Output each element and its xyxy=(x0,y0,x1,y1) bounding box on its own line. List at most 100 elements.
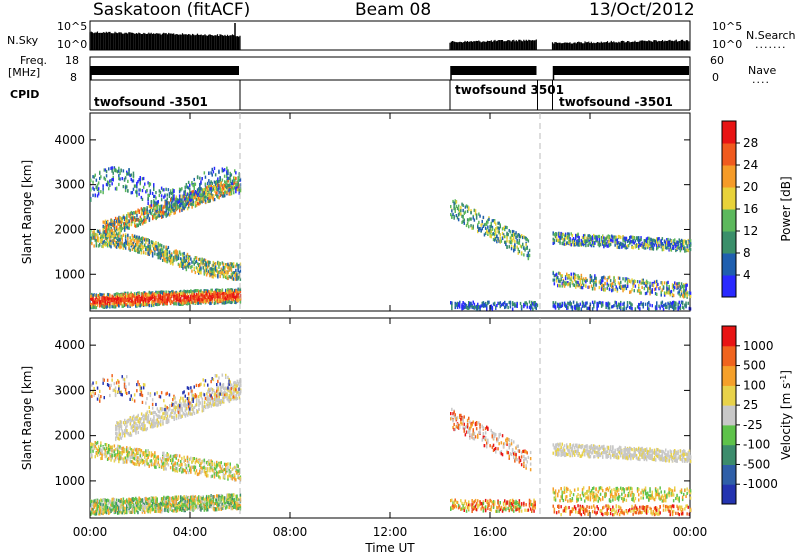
power-cell xyxy=(586,306,588,310)
power-cell xyxy=(577,305,579,309)
power-cell xyxy=(140,241,143,245)
power-cell xyxy=(120,299,122,303)
power-cell xyxy=(686,246,688,250)
power-cell xyxy=(671,305,674,309)
power-cell xyxy=(202,298,204,302)
power-cell xyxy=(149,182,152,186)
power-cell xyxy=(124,238,127,242)
power-cell xyxy=(658,287,660,291)
power-cell xyxy=(126,170,128,174)
power-cell xyxy=(679,249,682,253)
power-cell xyxy=(528,248,531,252)
power-cell xyxy=(214,180,217,184)
power-cell xyxy=(660,241,662,245)
power-cell xyxy=(155,292,157,296)
power-cell xyxy=(108,293,110,297)
power-cell xyxy=(114,244,117,249)
power-cell xyxy=(459,300,461,304)
power-cell xyxy=(208,299,210,303)
power-cell xyxy=(100,239,102,243)
power-cell xyxy=(228,300,230,304)
power-cell xyxy=(192,301,194,305)
power-cell xyxy=(569,284,571,288)
power-cell xyxy=(232,277,235,281)
power-cell xyxy=(129,248,131,252)
power-cell xyxy=(651,281,653,286)
power-cell xyxy=(96,301,99,305)
power-cell xyxy=(473,218,476,222)
power-cell xyxy=(201,195,203,199)
power-cell xyxy=(534,301,536,305)
power-cell xyxy=(155,209,157,213)
power-cell xyxy=(148,217,151,221)
power-cell xyxy=(118,169,120,173)
power-cell xyxy=(124,176,127,180)
power-cell xyxy=(220,298,222,302)
power-cell xyxy=(472,216,474,220)
power-cell xyxy=(123,228,126,232)
power-cell xyxy=(501,236,504,240)
power-cell xyxy=(164,203,166,207)
power-cell xyxy=(92,186,94,190)
power-cell xyxy=(223,301,226,305)
power-cell xyxy=(218,186,220,190)
power-cell xyxy=(220,271,222,275)
power-cell xyxy=(165,200,167,204)
power-cell xyxy=(180,289,182,294)
power-cell xyxy=(173,256,175,260)
power-cell xyxy=(685,288,687,292)
power-cell xyxy=(648,244,650,248)
power-cell xyxy=(228,268,230,272)
power-cell xyxy=(234,181,236,185)
power-cell xyxy=(228,185,230,189)
power-cell xyxy=(489,228,491,232)
power-cell xyxy=(596,237,598,241)
power-cell xyxy=(171,205,173,209)
power-cell xyxy=(226,170,228,174)
power-cell xyxy=(451,306,453,311)
power-cell xyxy=(239,287,242,291)
power-cell xyxy=(105,227,108,232)
power-cell xyxy=(464,205,467,209)
power-cell xyxy=(126,223,128,227)
power-cell xyxy=(453,201,455,205)
power-cell xyxy=(560,274,562,278)
power-cell xyxy=(90,306,92,310)
power-cell xyxy=(498,239,500,243)
power-cell xyxy=(599,301,602,305)
power-cell xyxy=(510,247,513,251)
power-cell xyxy=(204,261,207,265)
power-cell xyxy=(238,187,240,192)
power-cell xyxy=(600,304,603,308)
power-cell xyxy=(154,208,156,212)
power-cell xyxy=(200,301,202,305)
power-cell xyxy=(575,233,577,237)
power-cell xyxy=(167,211,170,215)
power-cell xyxy=(631,235,633,239)
power-cell xyxy=(103,233,106,237)
power-cell xyxy=(232,187,235,191)
power-cell xyxy=(559,272,561,276)
power-cell xyxy=(201,177,203,181)
power-cell xyxy=(477,230,479,234)
power-cell xyxy=(115,298,118,302)
power-cell xyxy=(97,229,100,234)
power-cell xyxy=(486,307,488,311)
power-cell xyxy=(629,240,631,245)
power-cell xyxy=(570,305,572,309)
power-cell xyxy=(106,180,109,184)
power-cell xyxy=(678,289,680,294)
power-cell xyxy=(127,233,129,237)
power-cell xyxy=(516,245,518,249)
power-cell xyxy=(109,230,111,234)
power-cell xyxy=(118,217,120,221)
power-cell xyxy=(589,302,592,306)
power-cell xyxy=(143,220,145,224)
power-cell xyxy=(204,267,207,271)
power-cell xyxy=(230,288,233,292)
power-cell xyxy=(213,184,216,188)
power-cell xyxy=(516,304,518,308)
power-cell xyxy=(603,288,605,292)
power-cell xyxy=(624,239,626,243)
power-cell xyxy=(191,197,193,201)
